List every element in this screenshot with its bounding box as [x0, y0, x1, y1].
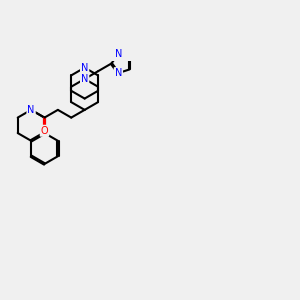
- Text: N: N: [115, 49, 122, 59]
- Text: O: O: [41, 126, 48, 136]
- Text: N: N: [115, 68, 122, 78]
- Text: N: N: [81, 74, 88, 84]
- Text: N: N: [81, 63, 88, 73]
- Text: N: N: [27, 105, 35, 115]
